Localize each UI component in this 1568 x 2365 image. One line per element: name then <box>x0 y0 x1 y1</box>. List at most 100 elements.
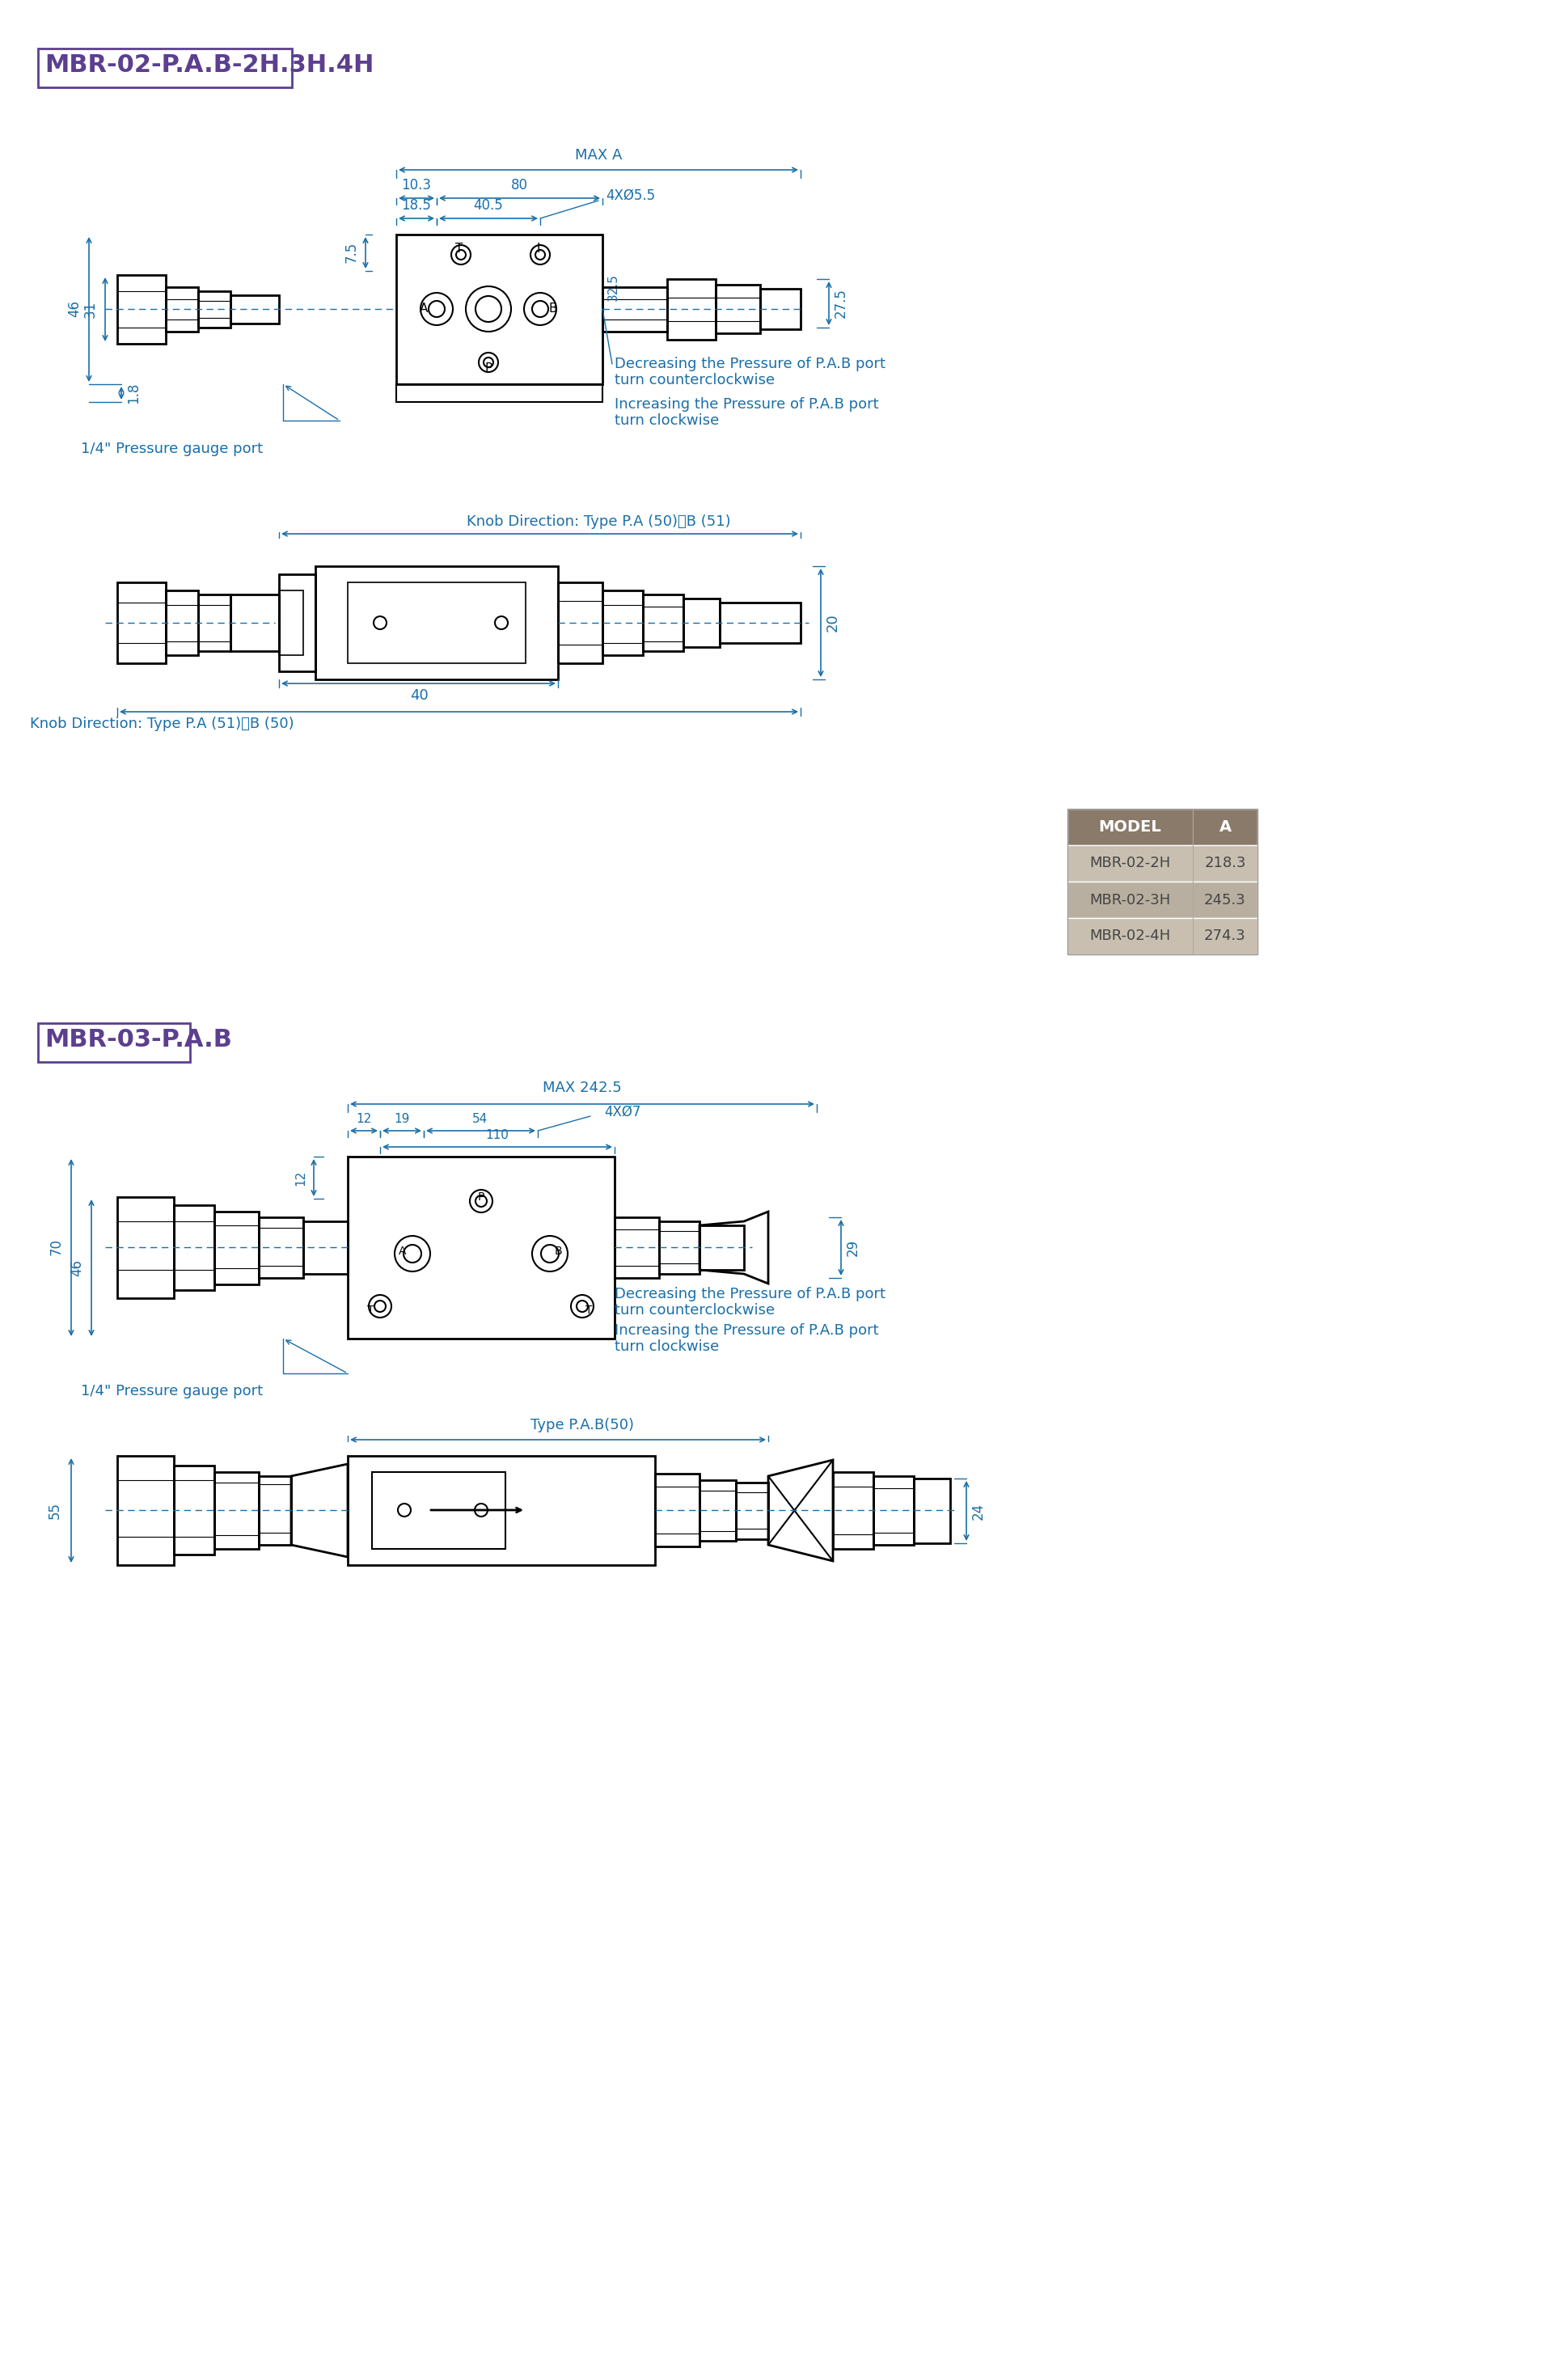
Text: 274.3: 274.3 <box>1204 929 1245 944</box>
Bar <box>198 291 230 329</box>
Bar <box>655 1473 699 1547</box>
Bar <box>166 286 198 331</box>
Text: B: B <box>549 303 557 315</box>
Bar <box>602 286 666 331</box>
Text: 54: 54 <box>472 1114 488 1126</box>
Bar <box>666 279 715 341</box>
Bar <box>174 1206 215 1289</box>
Text: T: T <box>367 1305 373 1315</box>
Text: MBR-02-P.A.B-2H.3H.4H: MBR-02-P.A.B-2H.3H.4H <box>44 54 373 76</box>
Text: 19: 19 <box>394 1114 409 1126</box>
Bar <box>118 1457 174 1566</box>
Text: turn clockwise: turn clockwise <box>615 1339 718 1355</box>
Text: T: T <box>455 244 463 255</box>
Bar <box>198 594 230 650</box>
Text: 110: 110 <box>486 1130 508 1142</box>
Bar <box>174 1466 215 1554</box>
Text: 10.3: 10.3 <box>401 177 431 192</box>
Text: turn clockwise: turn clockwise <box>615 414 718 428</box>
Text: MODEL: MODEL <box>1098 818 1160 835</box>
Bar <box>699 1480 735 1542</box>
Text: 29: 29 <box>845 1239 859 1256</box>
Text: A: A <box>1218 818 1231 835</box>
Bar <box>259 1218 303 1277</box>
Bar <box>259 1476 292 1544</box>
Text: 12: 12 <box>295 1171 307 1185</box>
Text: 20: 20 <box>825 613 840 631</box>
Bar <box>118 274 166 343</box>
Text: 32.5: 32.5 <box>607 274 619 300</box>
Bar <box>397 383 602 402</box>
Bar <box>1066 882 1258 918</box>
Text: MAX 242.5: MAX 242.5 <box>543 1081 621 1095</box>
Bar <box>215 1211 259 1284</box>
Bar <box>348 1156 615 1339</box>
Bar <box>833 1471 873 1549</box>
Text: turn counterclockwise: turn counterclockwise <box>615 1303 775 1317</box>
Bar <box>215 1471 259 1549</box>
Bar <box>1066 809 1258 955</box>
Text: I: I <box>536 244 539 255</box>
Text: 40.5: 40.5 <box>474 199 503 213</box>
Text: 4XØ5.5: 4XØ5.5 <box>605 189 655 203</box>
Text: 40: 40 <box>409 688 428 702</box>
Text: 46: 46 <box>67 300 82 317</box>
Bar <box>615 1218 659 1277</box>
Text: 1/4" Pressure gauge port: 1/4" Pressure gauge port <box>82 442 263 456</box>
Text: 218.3: 218.3 <box>1204 856 1245 870</box>
Text: 80: 80 <box>511 177 527 192</box>
Text: Type P.A.B(50): Type P.A.B(50) <box>530 1419 633 1433</box>
Text: Knob Direction: Type P.A (50)、B (51): Knob Direction: Type P.A (50)、B (51) <box>466 516 731 530</box>
Text: B: B <box>554 1246 561 1256</box>
Bar <box>760 289 800 329</box>
Text: P: P <box>485 362 492 374</box>
Bar <box>735 1483 768 1540</box>
Text: A: A <box>419 303 428 315</box>
Bar <box>1066 918 1258 955</box>
Bar <box>913 1478 950 1544</box>
Bar <box>699 1225 743 1270</box>
Bar <box>303 1220 348 1275</box>
Bar <box>279 575 315 672</box>
Bar <box>348 1457 655 1566</box>
Bar <box>643 594 684 650</box>
Text: Decreasing the Pressure of P.A.B port: Decreasing the Pressure of P.A.B port <box>615 357 884 371</box>
Bar <box>372 1471 505 1549</box>
Text: 245.3: 245.3 <box>1204 892 1245 908</box>
Text: 18.5: 18.5 <box>401 199 431 213</box>
Text: 70: 70 <box>49 1239 64 1256</box>
Bar <box>558 582 602 662</box>
Text: T: T <box>585 1305 591 1315</box>
Bar <box>1066 809 1258 844</box>
Text: 55: 55 <box>47 1502 63 1518</box>
Bar <box>684 598 720 648</box>
Bar <box>659 1220 699 1275</box>
Bar <box>279 591 303 655</box>
Bar <box>720 603 800 643</box>
Text: Increasing the Pressure of P.A.B port: Increasing the Pressure of P.A.B port <box>615 397 878 412</box>
Text: MBR-03-P.A.B: MBR-03-P.A.B <box>44 1029 232 1052</box>
Text: 12: 12 <box>356 1114 372 1126</box>
Bar <box>1066 844 1258 882</box>
Bar <box>602 591 643 655</box>
Bar <box>230 296 279 324</box>
Bar <box>348 582 525 662</box>
Text: 1/4" Pressure gauge port: 1/4" Pressure gauge port <box>82 1384 263 1398</box>
Text: MAX A: MAX A <box>574 149 621 163</box>
Bar <box>873 1476 913 1544</box>
Bar <box>38 50 292 88</box>
Text: 31: 31 <box>83 300 97 317</box>
Text: 27.5: 27.5 <box>833 289 848 319</box>
Text: 7.5: 7.5 <box>345 241 359 263</box>
Text: MBR-02-2H: MBR-02-2H <box>1090 856 1170 870</box>
Bar <box>397 234 602 383</box>
Bar <box>118 582 166 662</box>
Text: turn counterclockwise: turn counterclockwise <box>615 374 775 388</box>
Text: 1.8: 1.8 <box>125 383 141 404</box>
Text: A: A <box>398 1246 406 1256</box>
Bar <box>230 594 279 650</box>
Text: 24: 24 <box>971 1502 985 1518</box>
Text: P: P <box>478 1192 485 1204</box>
Bar <box>715 284 760 333</box>
Text: 46: 46 <box>69 1258 85 1277</box>
